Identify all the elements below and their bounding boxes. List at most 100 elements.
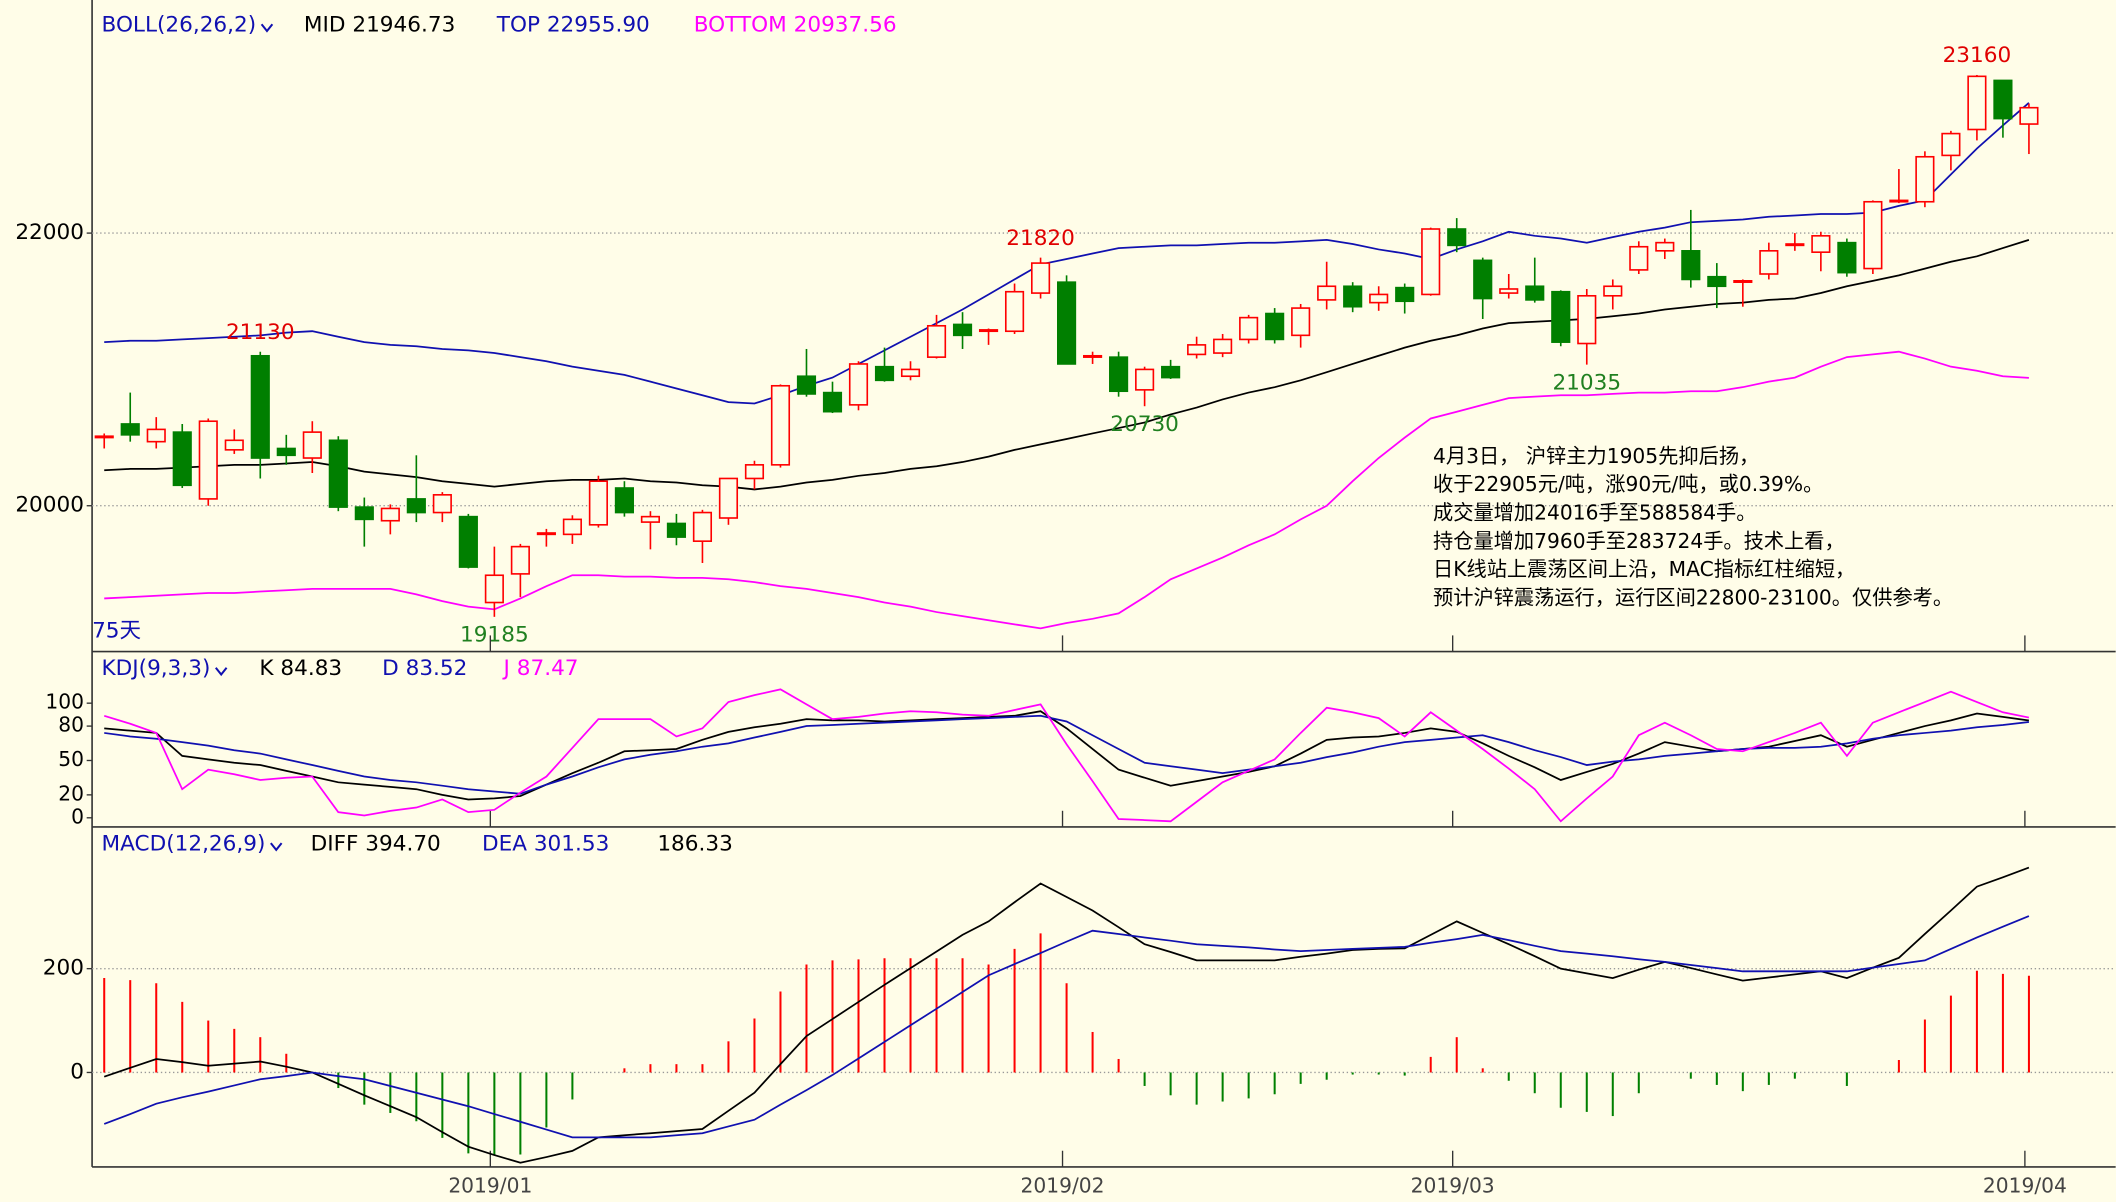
indicator-value: D 83.52 [382, 656, 467, 681]
candle-body [640, 515, 661, 523]
candle-body [978, 329, 999, 333]
candle-body [1317, 285, 1337, 301]
candle-body [1863, 200, 1883, 270]
candle-body [1889, 199, 1909, 203]
candle-body [1161, 365, 1181, 379]
y-tick-label: 22000 [15, 220, 84, 245]
extreme-label: 21130 [226, 320, 295, 345]
candle-body [1655, 241, 1675, 252]
dropdown-icon [215, 667, 228, 677]
candle-body [692, 511, 713, 542]
dropdown-icon [260, 23, 274, 33]
indicator-value: MID 21946.73 [304, 13, 455, 38]
candle-body [614, 487, 634, 514]
candle-body [406, 498, 426, 514]
y-tick-label: 50 [58, 747, 84, 771]
candle-body [432, 494, 452, 514]
candle-body [510, 545, 530, 575]
x-tick-label: 2019/02 [1021, 1174, 1105, 1198]
extreme-label: 20730 [1110, 412, 1179, 437]
indicator-line [103, 915, 2030, 1139]
indicator-value: BOTTOM 20937.56 [694, 13, 897, 38]
candle-body [1525, 285, 1545, 301]
candle-body [666, 522, 687, 538]
candle-body [120, 423, 140, 436]
candle-body [1811, 235, 1831, 253]
indicator-value: DIFF 394.70 [311, 832, 441, 857]
analysis-note: 预计沪锌震荡运行，运行区间22800-23100。仅供参考。 [1433, 585, 1953, 609]
candle-body [146, 428, 166, 443]
candle-body [1213, 338, 1233, 354]
candle-body [94, 435, 114, 439]
candle-body [1395, 286, 1415, 303]
candle-body [1785, 243, 1805, 247]
candle-body [354, 506, 374, 521]
candle-body [1057, 281, 1077, 365]
analysis-note: 成交量增加24016手至588584手。 [1433, 500, 1756, 524]
candle-body [2019, 106, 2039, 125]
candle-body [874, 365, 895, 382]
candle-body [1915, 155, 1935, 203]
candle-body [536, 532, 556, 536]
indicator-value: DEA 301.53 [482, 832, 609, 857]
candle-body [1030, 262, 1051, 294]
indicator-line [103, 866, 2030, 1164]
x-tick-label: 2019/04 [1983, 1174, 2067, 1198]
indicator-line [104, 239, 2030, 491]
candle-body [1629, 245, 1649, 271]
indicator-value: J 87.47 [502, 656, 579, 681]
candle-body [796, 375, 817, 395]
candle-body [224, 439, 244, 451]
candle-body [1993, 79, 2013, 120]
indicator-value: K 84.83 [259, 656, 342, 681]
y-tick-label: 0 [70, 1059, 84, 1084]
extreme-label: 23160 [1943, 43, 2012, 68]
x-tick-label: 2019/03 [1411, 1174, 1495, 1198]
y-tick-label: 80 [58, 713, 84, 737]
candle-body [1551, 290, 1571, 343]
candle-body [926, 324, 947, 358]
candle-body [1707, 275, 1727, 288]
candle-body [1577, 294, 1597, 345]
candle-body [1265, 312, 1285, 341]
candle-body [770, 384, 791, 466]
period-label: 75天 [92, 618, 141, 643]
candle-body [562, 518, 582, 536]
candle-body [198, 420, 218, 500]
candle-body [1681, 250, 1701, 281]
dropdown-icon [270, 842, 283, 852]
candle-body [1473, 259, 1493, 300]
candle-body [250, 354, 270, 459]
candle-body [1239, 316, 1259, 341]
candle-body [276, 447, 296, 457]
indicator-line [104, 710, 2030, 801]
candle-body [718, 477, 739, 519]
extreme-label: 21820 [1006, 226, 1075, 251]
indicator-line [104, 714, 2030, 795]
candle-body [1421, 228, 1441, 296]
candle-body [302, 431, 322, 459]
candle-body [328, 439, 348, 508]
indicator-line [103, 688, 2030, 823]
candle-body [484, 574, 504, 604]
analysis-note: 4月3日， 沪锌主力1905先抑后扬， [1433, 444, 1759, 468]
candle-body [1759, 250, 1779, 275]
candle-body [1603, 285, 1623, 297]
candle-body [1369, 293, 1389, 304]
candle-body [1083, 354, 1103, 358]
y-tick-label: 0 [71, 804, 84, 828]
candle-body [1447, 228, 1467, 247]
extreme-label: 19185 [460, 623, 529, 648]
analysis-note: 日K线站上震荡区间上沿，MAC指标红柱缩短， [1433, 557, 1855, 581]
indicator-title: KDJ(9,3,3) [102, 656, 211, 681]
candle-body [1343, 285, 1363, 308]
candle-body [1187, 344, 1207, 356]
candle-body [1291, 307, 1311, 337]
candle-body [848, 363, 869, 406]
y-tick-label: 20000 [15, 493, 84, 518]
y-tick-label: 20 [58, 781, 84, 805]
indicator-value: TOP 22955.90 [496, 13, 650, 38]
